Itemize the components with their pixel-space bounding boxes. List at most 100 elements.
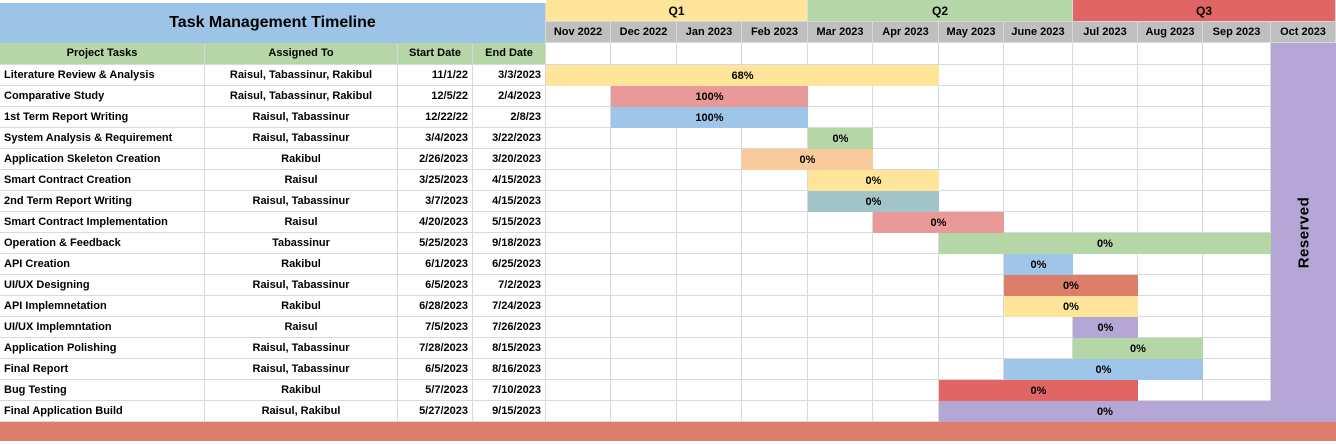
task-name-cell[interactable]: Final Report — [0, 359, 205, 380]
end-date-cell[interactable]: 2/8/23 — [473, 107, 546, 128]
task-name-cell[interactable]: Smart Contract Implementation — [0, 212, 205, 233]
task-name-cell[interactable]: Smart Contract Creation — [0, 170, 205, 191]
start-date-cell[interactable]: 3/7/2023 — [398, 191, 473, 212]
month-header[interactable]: Feb 2023 — [742, 22, 808, 43]
assigned-to-cell[interactable]: Raisul, Tabassinur — [205, 275, 398, 296]
assigned-to-cell[interactable]: Raisul, Tabassinur — [205, 338, 398, 359]
month-header[interactable]: June 2023 — [1004, 22, 1073, 43]
end-date-cell[interactable]: 9/15/2023 — [473, 401, 546, 422]
assigned-to-cell[interactable]: Raisul, Tabassinur — [205, 128, 398, 149]
task-name-cell[interactable]: Application Skeleton Creation — [0, 149, 205, 170]
start-date-cell[interactable]: 7/28/2023 — [398, 338, 473, 359]
assigned-to-cell[interactable]: Raisul, Tabassinur — [205, 107, 398, 128]
month-header[interactable]: Sep 2023 — [1203, 22, 1271, 43]
quarter-header[interactable]: Q2 — [808, 0, 1073, 22]
assigned-to-cell[interactable]: Raisul — [205, 212, 398, 233]
month-header[interactable]: Dec 2022 — [611, 22, 677, 43]
task-name-cell[interactable]: 2nd Term Report Writing — [0, 191, 205, 212]
end-date-cell[interactable]: 5/15/2023 — [473, 212, 546, 233]
month-header[interactable]: Apr 2023 — [873, 22, 939, 43]
month-header[interactable]: Mar 2023 — [808, 22, 873, 43]
gantt-bar[interactable]: 68% — [546, 65, 939, 86]
task-name-cell[interactable]: UI/UX Designing — [0, 275, 205, 296]
assigned-to-cell[interactable]: Raisul, Tabassinur — [205, 359, 398, 380]
task-name-cell[interactable]: Application Polishing — [0, 338, 205, 359]
start-date-cell[interactable]: 6/28/2023 — [398, 296, 473, 317]
start-date-cell[interactable]: 2/26/2023 — [398, 149, 473, 170]
gantt-bar[interactable]: 0% — [1004, 359, 1203, 380]
assigned-to-cell[interactable]: Raisul, Tabassinur, Rakibul — [205, 86, 398, 107]
end-date-cell[interactable]: 3/20/2023 — [473, 149, 546, 170]
start-date-cell[interactable]: 5/25/2023 — [398, 233, 473, 254]
month-header[interactable]: May 2023 — [939, 22, 1004, 43]
month-header[interactable]: Nov 2022 — [546, 22, 611, 43]
end-date-cell[interactable]: 9/18/2023 — [473, 233, 546, 254]
gantt-bar[interactable]: 0% — [873, 212, 1004, 233]
assigned-to-cell[interactable]: Raisul, Rakibul — [205, 401, 398, 422]
end-date-cell[interactable]: 7/24/2023 — [473, 296, 546, 317]
gantt-bar[interactable]: 0% — [939, 380, 1138, 401]
end-date-cell[interactable]: 3/22/2023 — [473, 128, 546, 149]
gantt-bar[interactable]: 0% — [1073, 317, 1138, 338]
assigned-to-cell[interactable]: Raisul, Tabassinur, Rakibul — [205, 65, 398, 86]
task-name-cell[interactable]: System Analysis & Requirement — [0, 128, 205, 149]
month-header[interactable]: Oct 2023 — [1271, 22, 1336, 43]
end-date-cell[interactable]: 7/26/2023 — [473, 317, 546, 338]
task-name-cell[interactable]: 1st Term Report Writing — [0, 107, 205, 128]
task-name-cell[interactable]: API Implemnetation — [0, 296, 205, 317]
start-date-cell[interactable]: 6/5/2023 — [398, 359, 473, 380]
gantt-bar[interactable]: 0% — [808, 170, 939, 191]
end-date-cell[interactable]: 3/3/2023 — [473, 65, 546, 86]
start-date-cell[interactable]: 11/1/22 — [398, 65, 473, 86]
timeline-title-cell[interactable]: Task Management Timeline — [0, 3, 546, 43]
reserved-column[interactable]: Reserved — [1271, 43, 1336, 422]
column-header[interactable]: Start Date — [398, 43, 473, 65]
gantt-bar[interactable]: 0% — [1073, 338, 1203, 359]
assigned-to-cell[interactable]: Rakibul — [205, 296, 398, 317]
month-header[interactable]: Jan 2023 — [677, 22, 742, 43]
task-name-cell[interactable]: Operation & Feedback — [0, 233, 205, 254]
start-date-cell[interactable]: 3/4/2023 — [398, 128, 473, 149]
assigned-to-cell[interactable]: Tabassinur — [205, 233, 398, 254]
gantt-bar[interactable]: 0% — [1004, 296, 1138, 317]
start-date-cell[interactable]: 5/27/2023 — [398, 401, 473, 422]
assigned-to-cell[interactable]: Raisul — [205, 170, 398, 191]
column-header[interactable]: Project Tasks — [0, 43, 205, 65]
gantt-bar[interactable]: 0% — [742, 149, 873, 170]
start-date-cell[interactable]: 12/22/22 — [398, 107, 473, 128]
end-date-cell[interactable]: 4/15/2023 — [473, 170, 546, 191]
end-date-cell[interactable]: 7/10/2023 — [473, 380, 546, 401]
gantt-bar[interactable]: 0% — [939, 401, 1271, 422]
gantt-bar[interactable]: 100% — [611, 107, 808, 128]
end-date-cell[interactable]: 2/4/2023 — [473, 86, 546, 107]
gantt-bar[interactable]: 0% — [808, 191, 939, 212]
gantt-bar[interactable]: 0% — [939, 233, 1271, 254]
end-date-cell[interactable]: 6/25/2023 — [473, 254, 546, 275]
gantt-bar[interactable]: 0% — [1004, 254, 1073, 275]
end-date-cell[interactable]: 7/2/2023 — [473, 275, 546, 296]
quarter-header[interactable]: Q1 — [546, 0, 808, 22]
task-name-cell[interactable]: Comparative Study — [0, 86, 205, 107]
assigned-to-cell[interactable]: Rakibul — [205, 149, 398, 170]
month-header[interactable]: Aug 2023 — [1138, 22, 1203, 43]
start-date-cell[interactable]: 3/25/2023 — [398, 170, 473, 191]
quarter-header[interactable]: Q3 — [1073, 0, 1336, 22]
column-header[interactable]: End Date — [473, 43, 546, 65]
assigned-to-cell[interactable]: Raisul, Tabassinur — [205, 191, 398, 212]
assigned-to-cell[interactable]: Raisul — [205, 317, 398, 338]
assigned-to-cell[interactable]: Rakibul — [205, 254, 398, 275]
start-date-cell[interactable]: 6/1/2023 — [398, 254, 473, 275]
gantt-bar[interactable]: 0% — [1004, 275, 1138, 296]
start-date-cell[interactable]: 4/20/2023 — [398, 212, 473, 233]
start-date-cell[interactable]: 7/5/2023 — [398, 317, 473, 338]
assigned-to-cell[interactable]: Rakibul — [205, 380, 398, 401]
column-header[interactable]: Assigned To — [205, 43, 398, 65]
task-name-cell[interactable]: UI/UX Implemntation — [0, 317, 205, 338]
gantt-bar[interactable]: 0% — [808, 128, 873, 149]
end-date-cell[interactable]: 8/16/2023 — [473, 359, 546, 380]
task-name-cell[interactable]: Literature Review & Analysis — [0, 65, 205, 86]
start-date-cell[interactable]: 6/5/2023 — [398, 275, 473, 296]
task-name-cell[interactable]: Final Application Build — [0, 401, 205, 422]
month-header[interactable]: Jul 2023 — [1073, 22, 1138, 43]
gantt-bar[interactable]: 100% — [611, 86, 808, 107]
